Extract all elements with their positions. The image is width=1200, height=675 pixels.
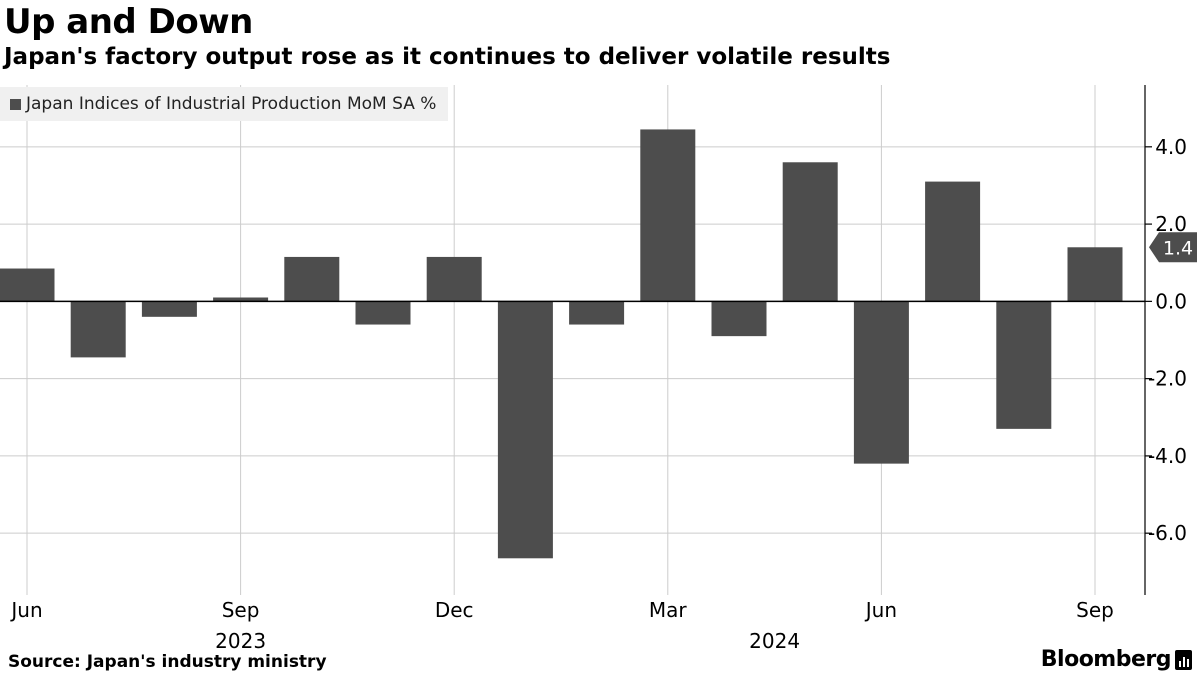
bar <box>1067 247 1123 302</box>
bar <box>996 301 1052 429</box>
x-tick-label: Sep <box>1076 598 1114 622</box>
chart-title: Up and Down <box>4 2 253 42</box>
y-tick-label: 2.0 <box>1155 212 1187 236</box>
bloomberg-logo-icon <box>1175 649 1192 670</box>
x-tick-label: Jun <box>9 598 42 622</box>
bar <box>426 256 482 302</box>
bar <box>711 301 767 337</box>
chart-subtitle: Japan's factory output rose as it contin… <box>4 44 891 70</box>
x-tick-label: Sep <box>222 598 260 622</box>
bar <box>925 181 981 302</box>
y-tick-label: -4.0 <box>1148 444 1187 468</box>
x-tick-label: Dec <box>435 598 474 622</box>
bar <box>355 301 411 325</box>
x-year-label: 2024 <box>749 629 800 653</box>
bar <box>497 301 553 559</box>
bar <box>569 301 625 325</box>
legend: Japan Indices of Industrial Production M… <box>0 87 449 121</box>
bar <box>0 268 55 302</box>
x-tick-label: Mar <box>649 598 688 622</box>
last-value-label: 1.4 <box>1163 237 1193 259</box>
bar <box>213 297 269 302</box>
bar <box>640 129 696 302</box>
bar <box>782 162 838 302</box>
source-note: Source: Japan's industry ministry <box>8 652 327 672</box>
bar <box>141 301 197 317</box>
brand: Bloomberg <box>1041 647 1192 672</box>
x-year-label: 2023 <box>215 629 266 653</box>
brand-name: Bloomberg <box>1040 647 1172 672</box>
legend-swatch <box>10 98 21 110</box>
y-tick-label: 0.0 <box>1155 289 1187 313</box>
x-tick-label: Jun <box>864 598 897 622</box>
last-value-callout <box>1149 232 1197 263</box>
y-tick-label: -2.0 <box>1148 367 1187 391</box>
bar <box>284 256 340 302</box>
legend-label: Japan Indices of Industrial Production M… <box>26 94 437 114</box>
y-tick-label: 4.0 <box>1155 135 1187 159</box>
bar <box>853 301 909 464</box>
bar <box>70 301 126 358</box>
y-tick-label: -6.0 <box>1148 521 1187 545</box>
